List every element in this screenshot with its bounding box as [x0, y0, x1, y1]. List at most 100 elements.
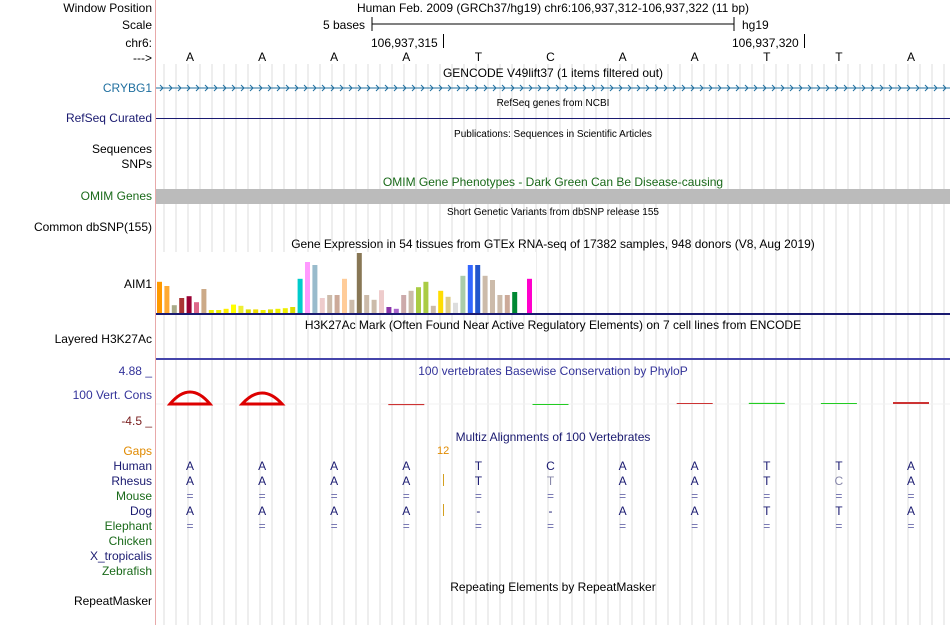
- multiz-base: =: [763, 519, 771, 533]
- gtex-tissue-bar: [268, 309, 273, 313]
- coord-tick-mark-1: [443, 34, 444, 48]
- dna-base: T: [835, 50, 843, 64]
- gencode-gene-label[interactable]: CRYBG1: [102, 81, 152, 95]
- multiz-species-label[interactable]: Rhesus: [111, 474, 152, 488]
- gtex-tissue-bar: [334, 295, 340, 313]
- gtex-tissue-bar: [216, 310, 222, 313]
- repeatmasker-track-title[interactable]: Repeating Elements by RepeatMasker: [450, 580, 656, 594]
- gtex-tissue-bar: [445, 296, 451, 313]
- multiz-species-label[interactable]: Dog: [129, 504, 152, 518]
- multiz-base: A: [690, 459, 699, 473]
- phylop-score-mark: [676, 403, 713, 404]
- multiz-species-label[interactable]: Human: [113, 459, 152, 473]
- gtex-tissue-bar: [275, 308, 281, 313]
- multiz-base: A: [906, 474, 915, 488]
- gtex-tissue-bar: [208, 310, 214, 313]
- publications-label-snps[interactable]: SNPs: [121, 157, 152, 171]
- gtex-tissue-bar: [416, 287, 421, 313]
- multiz-base: T: [546, 474, 555, 488]
- multiz-base: A: [402, 474, 411, 488]
- dog-gap-marker: [443, 504, 444, 516]
- gtex-tissue-bar: [164, 286, 170, 313]
- gtex-tissue-bar: [460, 275, 466, 313]
- repeatmasker-track-label[interactable]: RepeatMasker: [73, 594, 152, 608]
- scale-label: Scale: [121, 18, 152, 32]
- gtex-tissue-bar: [245, 309, 251, 313]
- gtex-tissue-bar: [297, 278, 303, 313]
- multiz-species-label[interactable]: Elephant: [104, 519, 152, 533]
- gtex-tissue-bar: [364, 295, 370, 313]
- multiz-base: T: [474, 459, 483, 473]
- rhesus-gap-marker: [443, 474, 444, 486]
- multiz-species-label[interactable]: Mouse: [115, 489, 152, 503]
- refseq-track-title[interactable]: RefSeq genes from NCBI: [496, 98, 610, 109]
- multiz-base: =: [330, 489, 338, 503]
- gtex-tissue-bar: [475, 265, 481, 313]
- dbsnp-track-title[interactable]: Short Genetic Variants from dbSNP releas…: [447, 207, 659, 218]
- dna-base: A: [618, 50, 627, 64]
- gtex-tissue-bar: [371, 299, 377, 313]
- multiz-base: A: [402, 504, 411, 518]
- gtex-tissue-bar: [342, 278, 347, 313]
- phylop-conservation-plot[interactable]: [156, 378, 950, 426]
- publications-label-sequences[interactable]: Sequences: [91, 142, 152, 156]
- dbsnp-track-label[interactable]: Common dbSNP(155): [33, 220, 152, 234]
- multiz-base: T: [763, 504, 771, 518]
- multiz-species-label[interactable]: Chicken: [108, 534, 152, 548]
- omim-phenotype-feature[interactable]: [156, 189, 950, 204]
- gencode-track-title[interactable]: GENCODE V49lift37 (1 items filtered out): [442, 66, 664, 80]
- multiz-base: =: [474, 519, 482, 533]
- refseq-track-label[interactable]: RefSeq Curated: [65, 111, 152, 125]
- gtex-tissue-bar: [379, 290, 384, 313]
- multiz-species-label[interactable]: X_tropicalis: [89, 549, 152, 563]
- gtex-gene-label[interactable]: AIM1: [123, 277, 152, 291]
- crybg1-gene-feature[interactable]: [156, 80, 950, 96]
- multiz-base: A: [185, 504, 194, 518]
- gtex-tissue-bar: [223, 308, 229, 313]
- h3k27ac-track-label[interactable]: Layered H3K27Ac: [54, 332, 152, 346]
- phylop-score-mark: [532, 404, 569, 405]
- phylop-score-mark: [820, 403, 857, 404]
- gtex-tissue-bar: [238, 305, 244, 313]
- h3k27ac-track-title[interactable]: H3K27Ac Mark (Often Found Near Active Re…: [304, 318, 802, 332]
- multiz-base: =: [402, 519, 410, 533]
- publications-track-title[interactable]: Publications: Sequences in Scientific Ar…: [454, 129, 652, 140]
- omim-track-title[interactable]: OMIM Gene Phenotypes - Dark Green Can Be…: [382, 175, 724, 189]
- gtex-tissue-bar: [386, 307, 392, 313]
- multiz-base: =: [330, 519, 338, 533]
- multiz-base: =: [258, 519, 266, 533]
- multiz-base: A: [330, 504, 339, 518]
- multiz-base: =: [186, 519, 194, 533]
- dna-base: A: [906, 50, 915, 64]
- multiz-base: =: [546, 519, 554, 533]
- phylop-track-title[interactable]: 100 vertebrates Basewise Conservation by…: [418, 364, 688, 378]
- multiz-track-title[interactable]: Multiz Alignments of 100 Vertebrates: [455, 430, 651, 444]
- phylop-max-label: 4.88 _: [118, 364, 152, 378]
- phylop-track-label[interactable]: 100 Vert. Cons: [72, 388, 152, 402]
- omim-track-label[interactable]: OMIM Genes: [80, 189, 152, 203]
- h3k27ac-signal[interactable]: [156, 358, 950, 360]
- dna-base: T: [474, 50, 483, 64]
- assembly-position-text: Human Feb. 2009 (GRCh37/hg19) chr6:106,9…: [356, 1, 750, 15]
- gtex-expression-chart[interactable]: [156, 252, 950, 316]
- multiz-base: =: [402, 489, 410, 503]
- multiz-base: =: [835, 489, 843, 503]
- gtex-tissue-bar: [260, 310, 266, 313]
- multiz-base: =: [835, 519, 843, 533]
- multiz-base: -: [476, 504, 481, 518]
- gtex-tissue-bar: [171, 305, 177, 313]
- gtex-tissue-bar: [157, 281, 162, 313]
- refseq-gene-feature[interactable]: [156, 118, 950, 119]
- gtex-track-title[interactable]: Gene Expression in 54 tissues from GTEx …: [291, 237, 815, 251]
- multiz-species-label[interactable]: Zebrafish: [101, 564, 152, 578]
- gtex-tissue-bar: [305, 262, 310, 313]
- strand-arrow-label: --->: [133, 51, 152, 65]
- multiz-base: A: [330, 459, 339, 473]
- phylop-score-mark: [893, 402, 929, 404]
- multiz-base: A: [185, 474, 194, 488]
- gtex-tissue-bar: [430, 305, 436, 313]
- multiz-base: =: [258, 489, 266, 503]
- multiz-base: T: [835, 459, 843, 473]
- multiz-base: A: [330, 474, 339, 488]
- multiz-base: =: [691, 519, 699, 533]
